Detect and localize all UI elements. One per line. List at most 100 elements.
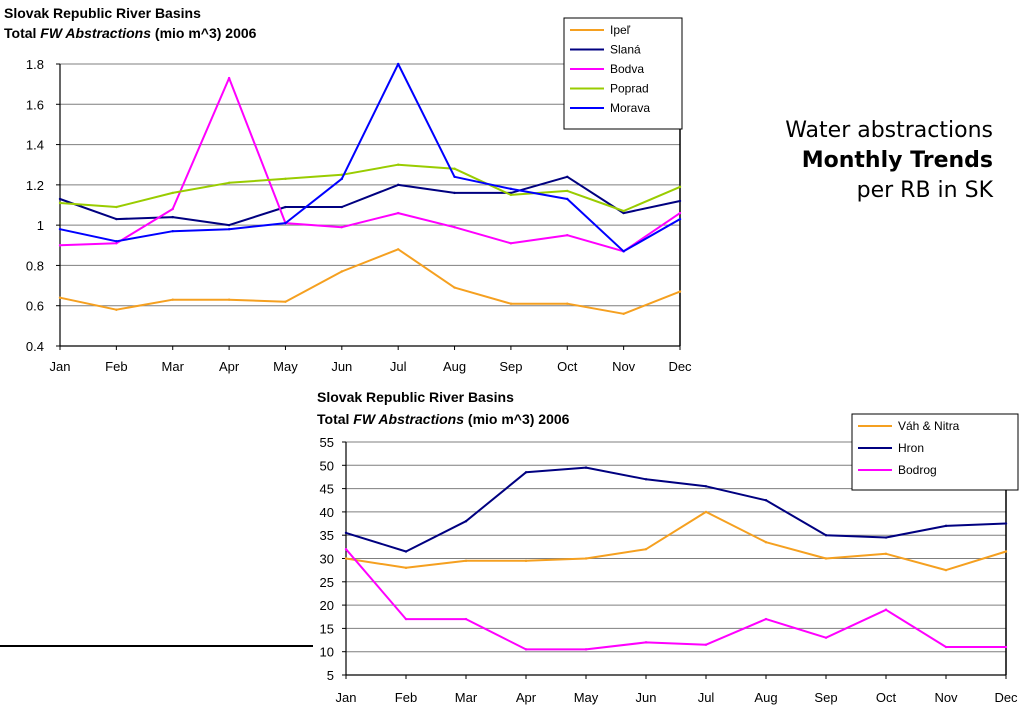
data-point (509, 191, 513, 195)
data-point (115, 242, 118, 245)
data-point (396, 211, 400, 215)
x-tick-label: Jul (390, 359, 407, 374)
y-tick-label: 10 (320, 645, 334, 660)
data-point (566, 175, 569, 178)
series-line (345, 510, 1007, 572)
series-line (345, 466, 1007, 553)
legend-label: Ipeľ (610, 23, 631, 37)
data-point (884, 536, 888, 539)
caption-line-3: per RB in SK (856, 178, 993, 203)
data-point (704, 485, 708, 488)
data-point (340, 270, 344, 273)
x-tick-label: Jan (336, 690, 357, 705)
data-point (1004, 645, 1008, 649)
y-tick-label: 1.8 (26, 57, 44, 72)
data-point (404, 617, 408, 621)
legend-label: Bodrog (898, 463, 937, 477)
y-tick-label: 25 (320, 575, 334, 590)
legend-label: Slaná (610, 43, 641, 57)
data-point (509, 242, 513, 245)
data-point (764, 540, 768, 544)
data-point (509, 193, 513, 197)
data-point (115, 205, 118, 209)
data-point (58, 201, 62, 205)
data-point (227, 223, 231, 227)
data-point (396, 163, 400, 166)
series-line (59, 175, 681, 227)
data-point (678, 211, 682, 215)
data-point (678, 185, 682, 189)
chart-title-part: (mio m^3) 2006 (464, 411, 570, 427)
y-tick-label: 40 (320, 505, 334, 520)
data-point (944, 568, 948, 572)
y-tick-label: 0.4 (26, 339, 44, 354)
data-point (622, 209, 625, 213)
series-line (59, 248, 681, 315)
caption-line-2: Monthly Trends (801, 148, 993, 173)
chart-title-italic-part: FW Abstractions (40, 25, 151, 41)
data-point (464, 520, 468, 523)
x-tick-label: Nov (612, 359, 636, 374)
data-point (584, 648, 588, 651)
data-point (824, 534, 828, 537)
x-tick-label: Apr (516, 690, 537, 705)
data-point (171, 298, 174, 301)
y-tick-label: 50 (320, 458, 334, 473)
data-point (344, 531, 348, 535)
data-point (284, 300, 287, 303)
x-tick-label: Aug (443, 359, 466, 374)
data-point (1004, 522, 1008, 525)
data-point (566, 302, 569, 305)
x-tick-label: Mar (162, 359, 185, 374)
x-tick-label: Apr (219, 359, 240, 374)
data-point (171, 229, 174, 233)
x-tick-label: Jul (698, 690, 715, 705)
legend-box (563, 17, 683, 130)
data-point (227, 181, 231, 185)
data-point (115, 308, 118, 311)
divider-line (0, 645, 313, 647)
data-point (644, 641, 648, 644)
data-point (622, 312, 625, 315)
data-point (678, 217, 682, 221)
legend-label: Bodva (610, 62, 644, 76)
chart-title-line-2: Total FW Abstractions (mio m^3) 2006 (4, 25, 257, 41)
data-point (284, 205, 287, 209)
data-point (284, 177, 287, 181)
data-point (584, 466, 588, 469)
data-point (524, 648, 528, 651)
y-tick-label: 55 (320, 435, 334, 450)
data-point (227, 227, 231, 231)
data-point (944, 645, 948, 649)
x-tick-label: Oct (557, 359, 578, 374)
y-tick-label: 35 (320, 528, 334, 543)
y-tick-label: 1.6 (26, 97, 44, 112)
data-point (566, 197, 569, 201)
data-point (764, 617, 768, 621)
data-point (884, 608, 888, 611)
data-point (396, 183, 400, 187)
data-point (824, 557, 828, 560)
chart-2: Slovak Republic River Basins Total FW Abs… (317, 389, 1019, 705)
data-point (284, 221, 287, 225)
chart-title-italic-part: FW Abstractions (353, 411, 464, 427)
legend-label: Hron (898, 441, 924, 455)
y-tick-label: 0.8 (26, 258, 44, 273)
chart-title-part: Total (4, 25, 40, 41)
y-tick-label: 1.4 (26, 138, 44, 153)
chart-title-part: (mio m^3) 2006 (151, 25, 257, 41)
y-tick-label: 5 (327, 668, 334, 683)
x-tick-label: May (574, 690, 599, 705)
x-tick-label: Mar (455, 690, 478, 705)
legend-label: Morava (610, 101, 650, 115)
data-point (171, 191, 174, 195)
data-point (171, 207, 174, 211)
x-tick-label: Dec (994, 690, 1018, 705)
data-point (566, 189, 569, 193)
data-point (644, 547, 648, 551)
data-point (396, 62, 400, 66)
data-point (824, 636, 828, 639)
data-point (509, 302, 513, 305)
x-tick-label: Jun (331, 359, 352, 374)
